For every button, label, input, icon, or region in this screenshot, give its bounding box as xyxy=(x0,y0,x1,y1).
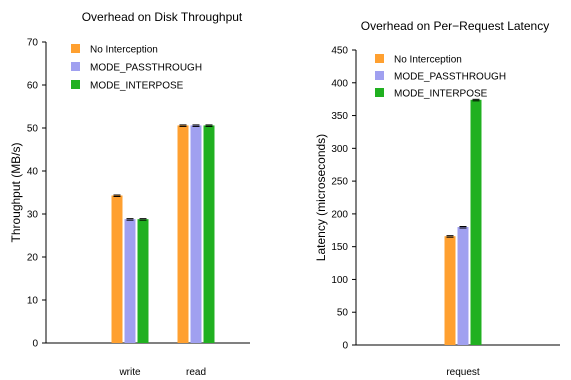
bar-no-interception-read xyxy=(177,125,189,343)
legend: No Interception MODE_PASSTHROUGH MODE_INTE… xyxy=(71,44,202,92)
bar-no-interception-write xyxy=(111,195,123,343)
legend-label-no-interception: No Interception xyxy=(90,45,158,56)
y-tick-label: 150 xyxy=(331,242,348,253)
y-axis-label: Throughput (MB/s) xyxy=(9,142,23,242)
y-tick-label: 250 xyxy=(331,177,348,188)
y-tick-label: 30 xyxy=(27,210,39,221)
y-tick-label: 0 xyxy=(32,339,38,350)
y-tick-label: 50 xyxy=(27,124,39,135)
y-tick-label: 60 xyxy=(27,81,39,92)
y-tick-label: 450 xyxy=(331,46,348,57)
y-axis-label: Latency (microseconds) xyxy=(314,134,328,261)
y-tick-label: 40 xyxy=(27,167,39,178)
bar-mode-passthrough-read xyxy=(190,125,202,343)
legend-label-mode-interpose: MODE_INTERPOSE xyxy=(394,89,488,100)
y-tick-label: 350 xyxy=(331,111,348,122)
bar-no-interception-request xyxy=(444,236,456,345)
y-tick-label: 400 xyxy=(331,78,348,89)
y-tick-label: 10 xyxy=(27,296,39,307)
legend-label-mode-interpose: MODE_INTERPOSE xyxy=(90,81,184,92)
legend-swatch-mode-passthrough xyxy=(71,62,80,71)
bar-mode-interpose-read xyxy=(203,125,215,343)
bar-mode-passthrough-write xyxy=(124,219,136,343)
legend-swatch-no-interception xyxy=(375,54,384,63)
y-tick-label: 70 xyxy=(27,38,39,49)
chart-title: Overhead on Per−Request Latency xyxy=(361,19,549,33)
legend-swatch-mode-interpose xyxy=(375,88,384,97)
legend-swatch-mode-passthrough xyxy=(375,71,384,80)
y-tick-label: 20 xyxy=(27,253,39,264)
legend: No Interception MODE_PASSTHROUGH MODE_INTE… xyxy=(375,54,506,100)
legend-label-no-interception: No Interception xyxy=(394,55,462,66)
legend-swatch-mode-interpose xyxy=(71,80,80,89)
bar-mode-interpose-request xyxy=(470,99,482,345)
y-tick-label: 100 xyxy=(331,275,348,286)
chart-2: Overhead on Per−Request Latency 0 50 100 150… xyxy=(314,19,560,378)
legend-label-mode-passthrough: MODE_PASSTHROUGH xyxy=(394,72,506,83)
x-category-label: read xyxy=(186,367,206,378)
x-category-label: request xyxy=(446,367,480,378)
y-tick-label: 300 xyxy=(331,144,348,155)
bar-mode-passthrough-request xyxy=(457,227,469,345)
legend-label-mode-passthrough: MODE_PASSTHROUGH xyxy=(90,63,202,74)
x-category-label: write xyxy=(118,367,141,378)
y-tick-label: 0 xyxy=(342,341,348,352)
legend-swatch-no-interception xyxy=(71,44,80,53)
y-tick-label: 200 xyxy=(331,209,348,220)
y-tick-label: 50 xyxy=(337,308,349,319)
chart-title: Overhead on Disk Throughput xyxy=(82,10,243,24)
bar-mode-interpose-write xyxy=(137,219,149,343)
chart-1: Overhead on Disk Throughput 0 10 20 30 40 50 60… xyxy=(9,10,250,378)
